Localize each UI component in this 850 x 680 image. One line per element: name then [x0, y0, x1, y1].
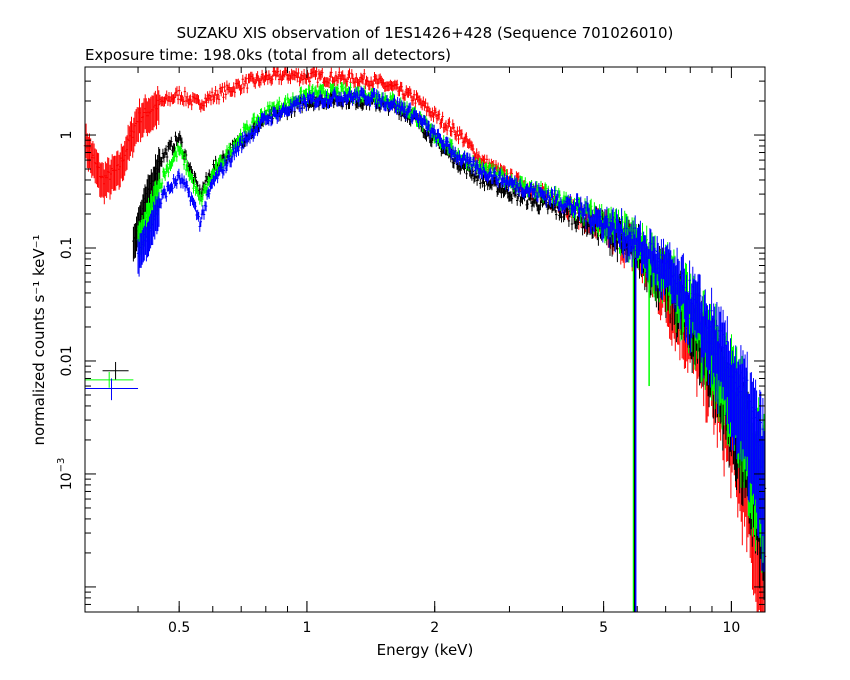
axis-ticks: 0.5 1 2 5 10 1 0.1 0.01 10−3 — [56, 66, 765, 636]
y-tick-exponent: −3 — [56, 458, 67, 473]
x-tick-label: 5 — [599, 620, 608, 636]
error-cross-2 — [85, 371, 134, 388]
y-axis-label: normalized counts s⁻¹ keV⁻¹ — [30, 234, 48, 445]
x-tick-label: 0.5 — [168, 620, 190, 636]
data-layer — [83, 67, 767, 612]
x-axis-label: Energy (keV) — [377, 641, 474, 659]
series-4-points — [136, 86, 766, 572]
error-cross-1 — [102, 361, 129, 380]
error-cross-3 — [85, 378, 139, 401]
y-tick-label: 0.1 — [59, 237, 75, 259]
y-tick-label: 10−3 — [56, 458, 75, 491]
series-1-points — [83, 67, 767, 612]
x-tick-label: 2 — [430, 620, 439, 636]
chart-title: SUZAKU XIS observation of 1ES1426+428 (S… — [177, 24, 674, 42]
y-tick-label: 0.01 — [59, 345, 75, 376]
chart-subtitle: Exposure time: 198.0ks (total from all d… — [85, 46, 451, 64]
plot-frame — [84, 66, 766, 613]
series-1 — [83, 67, 767, 612]
x-tick-label: 1 — [302, 620, 311, 636]
y-tick-label: 1 — [59, 131, 75, 140]
series-4 — [136, 86, 766, 572]
x-tick-label: 10 — [722, 620, 740, 636]
